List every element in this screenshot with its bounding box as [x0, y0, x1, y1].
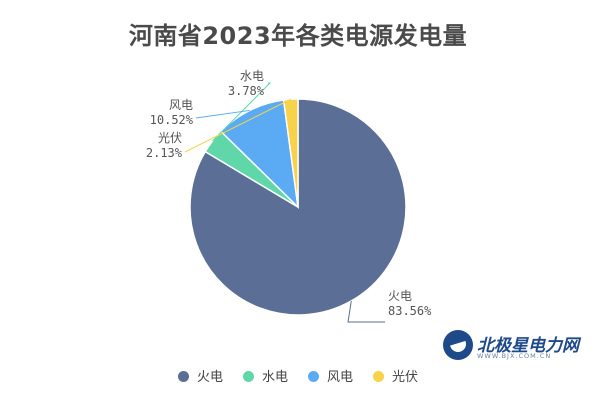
slice-label-name-0: 火电 — [388, 289, 412, 303]
legend-dot-icon — [308, 371, 319, 382]
watermark-url: WWW.BJX.COM.CN — [477, 352, 552, 360]
legend: 火电 水电 风电 光伏 — [0, 366, 596, 385]
legend-dot-icon — [242, 371, 254, 382]
legend-label: 光伏 — [392, 370, 419, 385]
leader-line-3 — [184, 98, 292, 153]
leader-line-0 — [347, 300, 385, 323]
pie-slice-3 — [282, 98, 299, 208]
slice-label-value-3: 2.13% — [146, 146, 183, 160]
slice-label-value-1: 3.78% — [228, 84, 265, 98]
legend-label: 风电 — [327, 370, 354, 385]
slice-label-value-2: 10.52% — [150, 113, 194, 127]
chart-title: 河南省2023年各类电源发电量 — [128, 22, 468, 50]
legend-dot-icon — [177, 371, 189, 382]
legend-label: 火电 — [196, 370, 223, 385]
slice-label-name-3: 光伏 — [158, 131, 182, 145]
slice-label-value-0: 83.56% — [388, 304, 432, 318]
pie-slices — [189, 98, 407, 316]
leader-lines — [184, 82, 385, 323]
bjx-logo-icon — [443, 330, 473, 360]
pie-slice-0 — [189, 98, 407, 316]
leader-line-2 — [195, 109, 250, 119]
slice-label-name-2: 风电 — [169, 98, 193, 112]
watermark-logo: 北极星电力网 WWW.BJX.COM.CN — [443, 330, 583, 364]
legend-item-1: 水电 — [242, 366, 288, 385]
legend-label: 水电 — [261, 370, 288, 385]
leader-line-1 — [212, 82, 272, 142]
legend-item-0: 火电 — [177, 366, 223, 385]
watermark-name: 北极星电力网 — [477, 336, 579, 356]
legend-item-3: 光伏 — [373, 366, 418, 385]
pie-slice-2 — [219, 99, 300, 210]
legend-item-2: 风电 — [308, 366, 353, 385]
legend-dot-icon — [373, 371, 385, 382]
slice-label-name-1: 水电 — [240, 69, 264, 83]
